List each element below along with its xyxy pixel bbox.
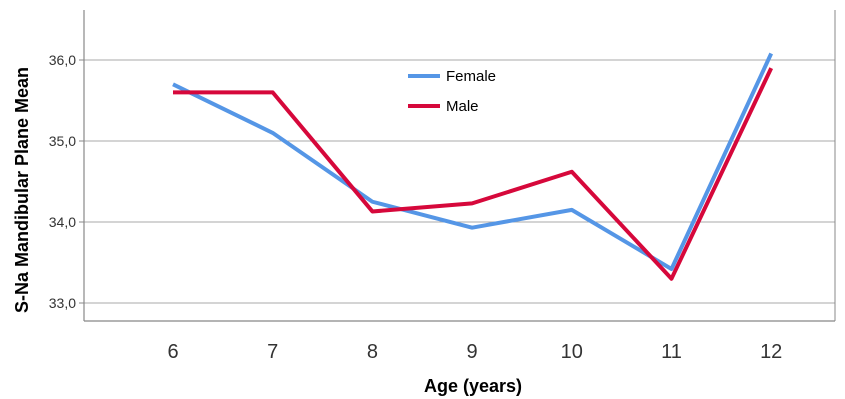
y-tick-label: 36,0 [49,52,76,68]
grid-lines [84,59,835,304]
legend: Female Male [408,68,496,115]
x-tick-label: 10 [561,341,583,363]
x-axis-title: Age (years) [424,376,522,396]
series-line-male [173,67,774,281]
legend-label-male: Male [446,98,479,115]
x-tick-labels: 6 7 8 9 10 11 12 [167,341,782,363]
series-lines [172,52,774,281]
x-tick-label: 12 [760,341,782,363]
x-tick-label: 9 [467,341,478,363]
x-tick-label: 11 [661,341,682,363]
y-tick-label: 35,0 [49,133,76,149]
x-tick-label: 8 [367,341,378,363]
legend-label-female: Female [446,68,496,85]
y-axis-title: S-Na Mandibular Plane Mean [12,67,32,313]
x-tick-label: 7 [267,341,278,363]
y-tick-label: 33,0 [49,295,76,311]
y-tick-label: 34,0 [49,214,76,230]
x-tick-label: 6 [167,341,178,363]
series-line-female [172,52,774,271]
y-tick-labels: 33,0 34,0 35,0 36,0 [49,52,84,311]
